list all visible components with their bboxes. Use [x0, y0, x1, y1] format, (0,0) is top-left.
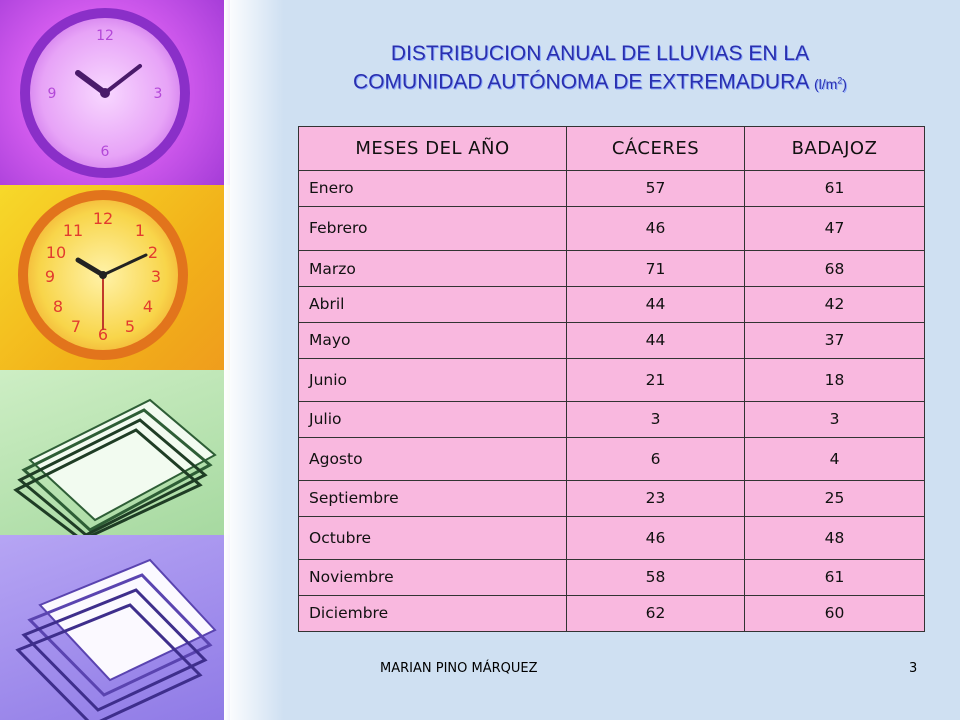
table-row: Marzo 71 68 [298, 250, 925, 287]
table-row: Septiembre 23 25 [298, 479, 925, 517]
title-unit: (l/m2) [813, 75, 847, 92]
page-number: 3 [909, 661, 918, 676]
table-row: Noviembre 58 61 [298, 559, 925, 596]
table-row: Agosto 6 4 [298, 436, 925, 481]
table-row: Junio 21 18 [298, 357, 925, 402]
badajoz-value-cell: 3 [744, 400, 925, 438]
svg-text:5: 5 [125, 317, 135, 336]
month-cell: Agosto [298, 436, 567, 481]
svg-text:8: 8 [53, 297, 63, 316]
table-row: Abril 44 42 [298, 285, 925, 323]
svg-text:2: 2 [148, 243, 158, 262]
caceres-value-cell: 58 [566, 559, 745, 596]
badajoz-value-cell: 42 [744, 285, 925, 323]
caceres-value-cell: 44 [566, 285, 745, 323]
caceres-value-cell: 6 [566, 436, 745, 481]
header-months: MESES DEL AÑO [298, 126, 567, 171]
caceres-value-cell: 71 [566, 250, 745, 287]
svg-text:12: 12 [96, 28, 114, 44]
month-cell: Octubre [298, 515, 567, 561]
table-row: Octubre 46 48 [298, 515, 925, 561]
month-cell: Enero [298, 170, 567, 207]
table-row: Mayo 44 37 [298, 321, 925, 359]
table-row: Julio 3 3 [298, 400, 925, 438]
badajoz-value-cell: 25 [744, 479, 925, 517]
svg-text:1: 1 [135, 221, 145, 240]
unit-superscript: 2 [837, 75, 843, 85]
caceres-value-cell: 62 [566, 594, 745, 633]
table-row: Febrero 46 47 [298, 205, 925, 252]
svg-text:10: 10 [46, 243, 66, 262]
table-row: Enero 57 61 [298, 170, 925, 207]
svg-text:9: 9 [45, 267, 55, 286]
badajoz-value-cell: 60 [744, 594, 925, 633]
green-papers-panel [0, 370, 230, 535]
caceres-value-cell: 46 [566, 205, 745, 252]
month-cell: Febrero [298, 205, 567, 252]
header-caceres: CÁCERES [566, 126, 745, 171]
table-body: Enero 57 61 Febrero 46 47 Marzo 71 68 Abril 44 42 Ma… [298, 170, 925, 633]
svg-text:6: 6 [98, 325, 108, 344]
caceres-value-cell: 44 [566, 321, 745, 359]
footer-author: MARIAN PINO MÁRQUEZ [380, 661, 538, 676]
month-cell: Noviembre [298, 559, 567, 596]
month-cell: Junio [298, 357, 567, 402]
badajoz-value-cell: 48 [744, 515, 925, 561]
month-cell: Septiembre [298, 479, 567, 517]
badajoz-value-cell: 61 [744, 559, 925, 596]
svg-text:7: 7 [71, 317, 81, 336]
month-cell: Marzo [298, 250, 567, 287]
badajoz-value-cell: 68 [744, 250, 925, 287]
rainfall-table-container: MESES DEL AÑO CÁCERES BADAJOZ Enero 57 61 F… [298, 126, 925, 633]
rainfall-table: MESES DEL AÑO CÁCERES BADAJOZ Enero 57 61 F… [298, 126, 925, 633]
unit-suffix: ) [842, 75, 847, 92]
svg-text:11: 11 [63, 221, 83, 240]
svg-text:3: 3 [151, 267, 161, 286]
month-cell: Diciembre [298, 594, 567, 633]
header-badajoz: BADAJOZ [744, 126, 925, 171]
badajoz-value-cell: 37 [744, 321, 925, 359]
month-cell: Mayo [298, 321, 567, 359]
title-line-2: COMUNIDAD AUTÓNOMA DE EXTREMADURA (l/m2) [300, 67, 900, 98]
unit-prefix: (l/m [813, 75, 838, 92]
caceres-value-cell: 57 [566, 170, 745, 207]
purple-clock-icon: 12 3 6 9 [20, 8, 190, 178]
month-cell: Abril [298, 285, 567, 323]
slide-title: DISTRIBUCION ANUAL DE LLUVIAS EN LA COMU… [300, 40, 900, 98]
green-papers-icon [13, 398, 217, 535]
caceres-value-cell: 23 [566, 479, 745, 517]
svg-text:4: 4 [143, 297, 153, 316]
violet-papers-panel [0, 535, 230, 720]
caceres-value-cell: 3 [566, 400, 745, 438]
table-row: Diciembre 62 60 [298, 594, 925, 633]
table-header-row: MESES DEL AÑO CÁCERES BADAJOZ [298, 126, 925, 171]
svg-text:6: 6 [101, 144, 110, 160]
svg-text:3: 3 [154, 86, 163, 102]
badajoz-value-cell: 47 [744, 205, 925, 252]
svg-text:9: 9 [48, 86, 57, 102]
caceres-value-cell: 21 [566, 357, 745, 402]
badajoz-value-cell: 18 [744, 357, 925, 402]
purple-clock-panel: 12 3 6 9 [0, 0, 230, 185]
badajoz-value-cell: 4 [744, 436, 925, 481]
violet-papers-icon [15, 558, 217, 720]
badajoz-value-cell: 61 [744, 170, 925, 207]
title-line-2-text: COMUNIDAD AUTÓNOMA DE EXTREMADURA [353, 70, 809, 94]
strip-shading [224, 0, 284, 720]
title-line-1: DISTRIBUCION ANUAL DE LLUVIAS EN LA [390, 42, 810, 65]
svg-text:12: 12 [93, 209, 113, 228]
month-cell: Julio [298, 400, 567, 438]
caceres-value-cell: 46 [566, 515, 745, 561]
